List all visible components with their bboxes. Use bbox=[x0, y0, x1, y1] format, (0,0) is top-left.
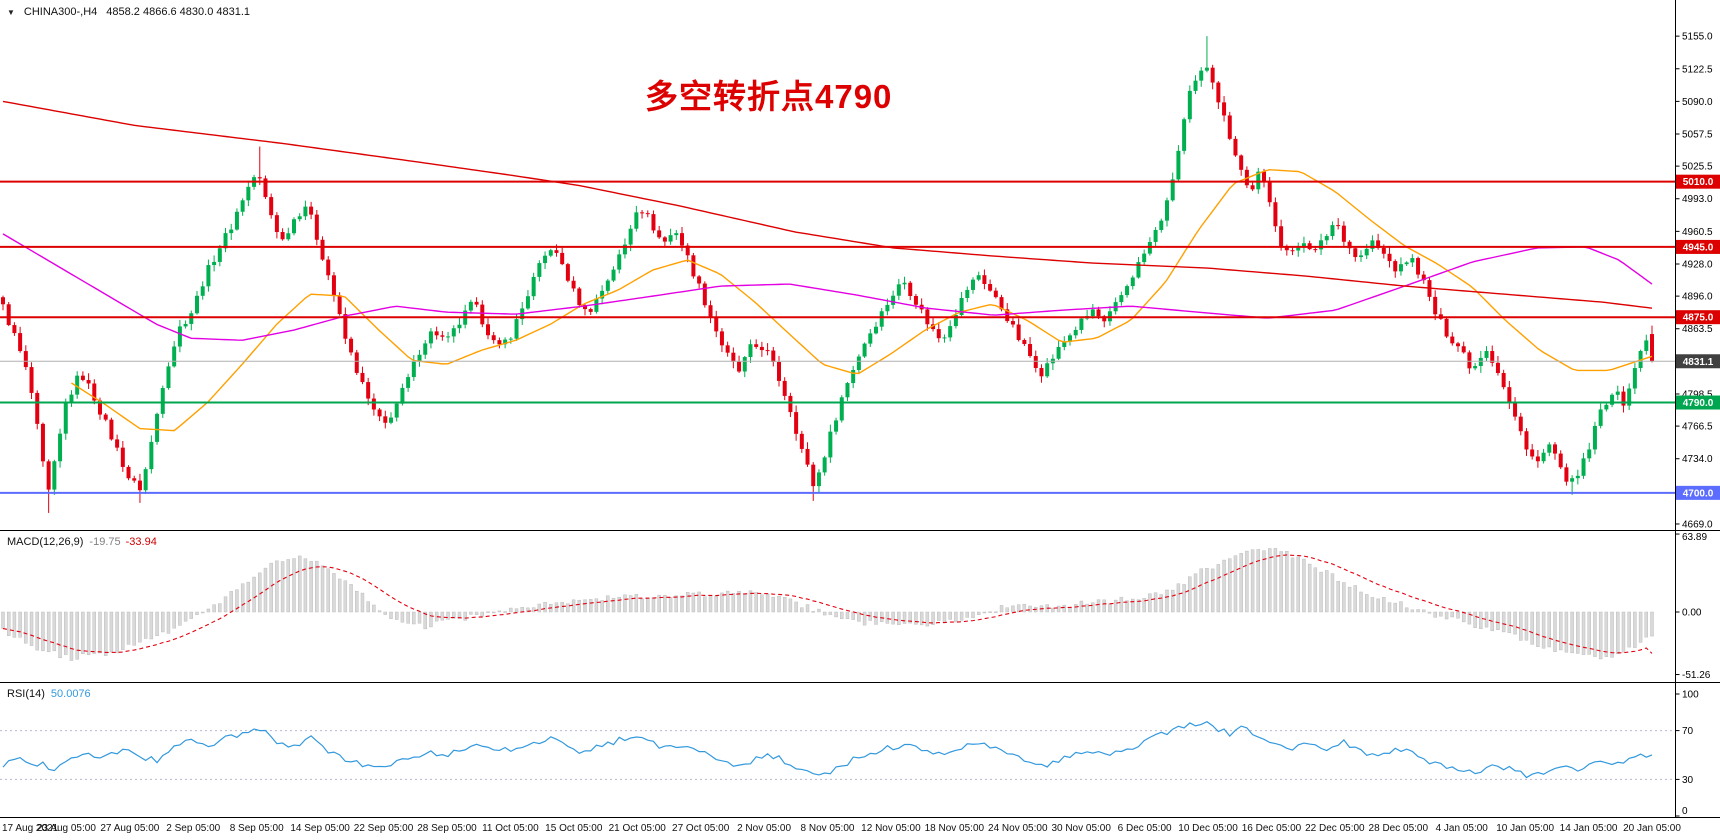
price-tick-label: 5122.5 bbox=[1682, 64, 1713, 75]
macd-title: MACD(12,26,9) bbox=[7, 536, 84, 548]
time-label: 21 Oct 05:00 bbox=[608, 823, 666, 834]
price-tag-5010.0: 5010.0 bbox=[1676, 174, 1720, 189]
macd-tick-label: -51.26 bbox=[1682, 670, 1711, 681]
symbol-timeframe-label: CHINA300-,H4 bbox=[23, 6, 98, 18]
time-label: 14 Jan 05:00 bbox=[1559, 823, 1618, 834]
price-tick-label: 4993.0 bbox=[1682, 194, 1713, 205]
time-label: 14 Sep 05:00 bbox=[290, 823, 350, 834]
price-tick-label: 4928.0 bbox=[1682, 259, 1713, 270]
rsi-tick-label: 70 bbox=[1682, 726, 1694, 737]
time-label: 22 Dec 05:00 bbox=[1305, 823, 1365, 834]
time-label: 23 Aug 05:00 bbox=[36, 823, 96, 834]
price-tag-4790.0: 4790.0 bbox=[1676, 395, 1720, 410]
macd-signal-value: -33.94 bbox=[125, 536, 157, 548]
time-label: 22 Sep 05:00 bbox=[353, 823, 414, 834]
rsi-line bbox=[2, 721, 1653, 779]
rsi-indicator-label: RSI(14) 50.0076 bbox=[7, 688, 91, 700]
rsi-chart[interactable]: 100 70 30 0 bbox=[0, 683, 1720, 818]
ma-line-red bbox=[2, 100, 1653, 309]
time-axis[interactable]: 17 Aug 2021 23 Aug 05:00 27 Aug 05:00 2 Sep… bbox=[0, 818, 1720, 840]
time-label: 12 Nov 05:00 bbox=[861, 823, 921, 834]
ma-line-magenta bbox=[2, 233, 1653, 341]
time-label: 17 Aug 2021 bbox=[2, 823, 59, 834]
time-label: 18 Nov 05:00 bbox=[924, 823, 985, 834]
svg-text:4700.0: 4700.0 bbox=[1683, 488, 1714, 499]
time-label: 10 Jan 05:00 bbox=[1496, 823, 1555, 834]
price-tick-label: 4863.5 bbox=[1682, 324, 1713, 335]
time-label: 20 Jan 05:00 bbox=[1623, 823, 1681, 834]
rsi-tick-label: 0 bbox=[1682, 806, 1688, 817]
svg-text:5010.0: 5010.0 bbox=[1683, 177, 1714, 188]
time-label: 15 Oct 05:00 bbox=[545, 823, 603, 834]
time-label: 30 Nov 05:00 bbox=[1051, 823, 1111, 834]
price-tick-label: 5090.0 bbox=[1682, 97, 1713, 108]
time-label: 8 Sep 05:00 bbox=[229, 823, 284, 834]
price-tick-label: 4960.5 bbox=[1682, 227, 1713, 238]
symbol-info-bar: ▼ CHINA300-,H4 4858.2 4866.6 4830.0 4831… bbox=[7, 6, 250, 18]
price-tag-4700.0: 4700.0 bbox=[1676, 485, 1720, 500]
time-label: 2 Sep 05:00 bbox=[166, 823, 221, 834]
macd-main-value: -19.75 bbox=[89, 536, 121, 548]
time-label: 27 Oct 05:00 bbox=[672, 823, 730, 834]
rsi-tick-label: 30 bbox=[1682, 775, 1694, 786]
rsi-title: RSI(14) bbox=[7, 688, 45, 700]
svg-text:4945.0: 4945.0 bbox=[1683, 242, 1714, 253]
macd-tick-label: 63.89 bbox=[1682, 532, 1707, 543]
macd-signal-line bbox=[2, 554, 1653, 654]
price-tick-label: 4669.0 bbox=[1682, 519, 1713, 530]
time-label: 27 Aug 05:00 bbox=[100, 823, 160, 834]
time-label: 4 Jan 05:00 bbox=[1435, 823, 1488, 834]
collapse-triangle-icon[interactable]: ▼ bbox=[7, 7, 15, 17]
time-label: 24 Nov 05:00 bbox=[988, 823, 1048, 834]
time-label: 2 Nov 05:00 bbox=[737, 823, 792, 834]
price-chart[interactable]: 5155.0 5122.5 5090.0 5057.5 5025.5 4993.0 4960… bbox=[0, 0, 1720, 531]
macd-tick-label: 0.00 bbox=[1682, 608, 1702, 619]
svg-text:4875.0: 4875.0 bbox=[1683, 313, 1714, 324]
price-tag-4945.0: 4945.0 bbox=[1676, 239, 1720, 254]
time-label: 10 Dec 05:00 bbox=[1178, 823, 1238, 834]
price-tick-label: 4734.0 bbox=[1682, 454, 1713, 465]
macd-indicator-label: MACD(12,26,9) -19.75 -33.94 bbox=[7, 536, 157, 548]
time-label: 28 Sep 05:00 bbox=[417, 823, 477, 834]
macd-histogram bbox=[1, 548, 1654, 661]
price-tick-label: 4798.5 bbox=[1682, 389, 1713, 400]
macd-chart[interactable]: 63.89 0.00 -51.26 bbox=[0, 531, 1720, 683]
price-tag-4831.1: 4831.1 bbox=[1676, 354, 1720, 369]
rsi-value: 50.0076 bbox=[50, 688, 91, 700]
svg-text:4790.0: 4790.0 bbox=[1683, 398, 1714, 409]
annotation-text[interactable]: 多空转折点4790 bbox=[645, 78, 893, 115]
time-label: 6 Dec 05:00 bbox=[1117, 823, 1172, 834]
rsi-tick-label: 100 bbox=[1682, 690, 1699, 701]
ohlc-readout: 4858.2 4866.6 4830.0 4831.1 bbox=[106, 6, 251, 18]
price-tick-label: 5025.5 bbox=[1682, 162, 1713, 173]
time-label: 16 Dec 05:00 bbox=[1241, 823, 1302, 834]
price-tick-label: 5057.5 bbox=[1682, 130, 1713, 141]
ma-line-orange bbox=[71, 169, 1653, 432]
time-label: 8 Nov 05:00 bbox=[800, 823, 855, 834]
time-label: 11 Oct 05:00 bbox=[482, 823, 539, 834]
price-tick-label: 4766.5 bbox=[1682, 422, 1713, 433]
svg-text:4831.1: 4831.1 bbox=[1683, 357, 1714, 368]
price-tag-4875.0: 4875.0 bbox=[1676, 310, 1720, 325]
price-tick-label: 5155.0 bbox=[1682, 32, 1713, 43]
time-label: 28 Dec 05:00 bbox=[1368, 823, 1429, 834]
price-tick-label: 4896.0 bbox=[1682, 292, 1713, 303]
